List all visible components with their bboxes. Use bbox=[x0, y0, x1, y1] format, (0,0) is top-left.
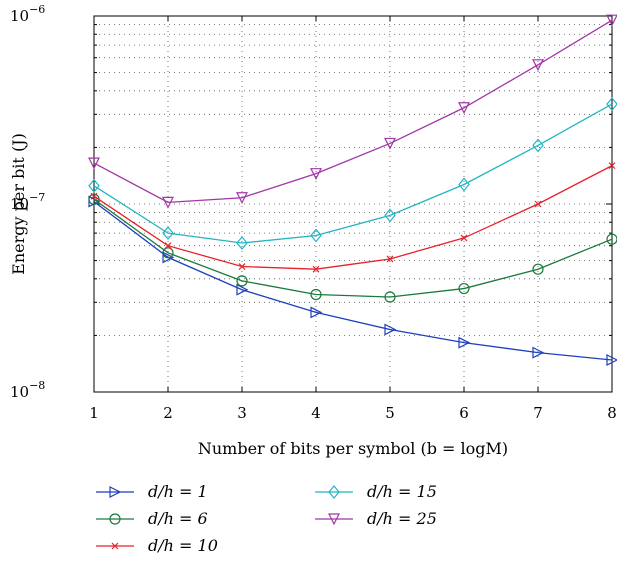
data-point bbox=[162, 226, 174, 241]
x-tick-label: 2 bbox=[163, 404, 173, 422]
legend-item: d/h = 6 bbox=[96, 509, 208, 528]
series-line bbox=[93, 165, 613, 270]
data-point bbox=[162, 251, 175, 264]
legend-label: d/h = 1 bbox=[148, 482, 208, 501]
data-point bbox=[238, 263, 246, 270]
y-axis-title: Energy per bit (J) bbox=[9, 133, 28, 275]
data-point bbox=[164, 242, 172, 250]
legend-label: d/h = 10 bbox=[148, 536, 218, 555]
data-point bbox=[606, 14, 617, 27]
data-point bbox=[532, 138, 544, 153]
data-point bbox=[458, 336, 471, 349]
data-point bbox=[458, 102, 470, 115]
data-point bbox=[88, 157, 100, 170]
x-tick-label: 6 bbox=[459, 404, 469, 422]
legend-item: d/h = 25 bbox=[315, 509, 437, 528]
data-point bbox=[458, 177, 470, 192]
data-point bbox=[534, 200, 542, 208]
x-tick-label: 8 bbox=[607, 404, 617, 422]
data-point bbox=[606, 354, 617, 366]
x-tick-label: 3 bbox=[237, 404, 247, 422]
data-point bbox=[460, 234, 468, 242]
legend: d/h = 1 d/h = 6 d/h = 10 d/h = 15 d/h = 25 bbox=[96, 482, 437, 555]
data-point bbox=[606, 97, 617, 112]
legend-marker bbox=[328, 513, 340, 526]
data-point bbox=[310, 228, 322, 243]
x-tick-label: 1 bbox=[89, 404, 99, 422]
series-line bbox=[93, 198, 613, 298]
data-point bbox=[312, 265, 320, 273]
data-point bbox=[384, 208, 396, 223]
data-point bbox=[162, 247, 174, 259]
data-point bbox=[236, 236, 248, 250]
data-point bbox=[236, 192, 248, 205]
plot-area bbox=[94, 16, 612, 392]
data-point bbox=[310, 168, 322, 181]
x-tick-label: 5 bbox=[385, 404, 395, 422]
legend-label: d/h = 6 bbox=[148, 509, 208, 528]
legend-label: d/h = 25 bbox=[367, 509, 437, 528]
series-line bbox=[93, 19, 613, 204]
legend-marker bbox=[109, 513, 121, 525]
series-3 bbox=[90, 162, 616, 273]
data-point bbox=[162, 196, 174, 209]
data-point bbox=[236, 283, 249, 296]
data-point bbox=[606, 233, 617, 245]
y-tick-label: 10−6 bbox=[10, 3, 45, 25]
series-4 bbox=[88, 97, 617, 250]
legend-item: d/h = 15 bbox=[315, 482, 437, 501]
data-point bbox=[386, 255, 394, 263]
data-point bbox=[384, 323, 397, 336]
data-point bbox=[88, 178, 100, 193]
data-point bbox=[532, 346, 545, 359]
data-point bbox=[532, 263, 544, 275]
legend-marker bbox=[109, 486, 122, 498]
data-point bbox=[384, 291, 396, 303]
data-point bbox=[310, 306, 323, 319]
legend-item: d/h = 10 bbox=[96, 536, 218, 555]
data-point bbox=[90, 192, 98, 200]
data-point bbox=[458, 282, 470, 295]
data-point bbox=[236, 275, 248, 287]
legend-marker bbox=[328, 485, 340, 499]
legend-marker bbox=[111, 542, 119, 550]
y-tick-label: 10−8 bbox=[10, 379, 45, 401]
x-axis-title: Number of bits per symbol (b = logM) bbox=[198, 439, 508, 458]
data-point bbox=[532, 59, 544, 72]
data-point bbox=[310, 288, 322, 301]
data-point bbox=[608, 162, 616, 170]
series-5 bbox=[88, 14, 617, 209]
data-point bbox=[384, 137, 396, 150]
y-tick-label: 10−7 bbox=[10, 191, 45, 213]
legend-item: d/h = 1 bbox=[96, 482, 208, 501]
series-line bbox=[93, 201, 613, 361]
x-tick-label: 4 bbox=[311, 404, 321, 422]
legend-label: d/h = 15 bbox=[367, 482, 437, 501]
x-tick-label: 7 bbox=[533, 404, 543, 422]
series-line bbox=[93, 103, 613, 244]
